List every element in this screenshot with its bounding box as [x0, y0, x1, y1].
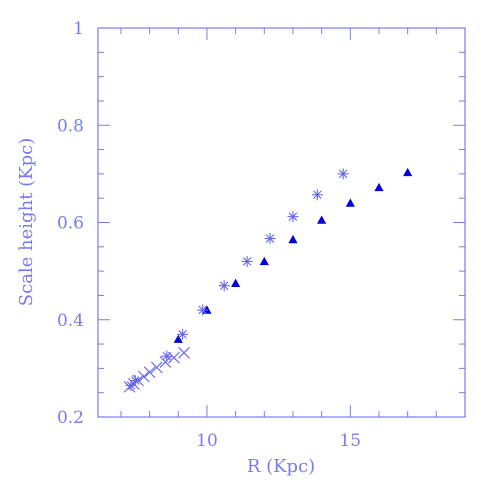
x-tick-label: 10	[196, 431, 218, 451]
plot-frame	[97, 27, 466, 418]
y-tick-label: 1	[73, 19, 84, 39]
triangle-point	[288, 234, 298, 244]
cross-point	[168, 351, 180, 364]
data-points	[123, 167, 413, 393]
axis-ticks	[98, 27, 466, 418]
star-point	[337, 168, 349, 180]
cross-point	[137, 370, 150, 383]
star-point	[264, 233, 276, 245]
cross-point	[178, 346, 190, 359]
cross-point	[132, 374, 145, 387]
star-point	[218, 280, 230, 292]
star-point	[197, 304, 209, 316]
star-point	[311, 189, 323, 201]
star-point	[241, 255, 253, 267]
y-tick-label: 0.4	[57, 311, 84, 331]
x-tick-label: 15	[339, 431, 361, 451]
tick-labels: 10 15 0.2 0.4 0.6 0.8 1	[57, 19, 361, 451]
triangle-point	[374, 182, 384, 192]
star-point	[177, 328, 189, 340]
star-point	[287, 211, 299, 223]
triangle-point	[403, 167, 413, 177]
cross-point	[143, 366, 156, 379]
y-tick-label: 0.2	[57, 408, 84, 428]
y-tick-label: 0.6	[57, 214, 84, 234]
cross-point	[159, 356, 172, 368]
y-axis-label: Scale height (Kpc)	[16, 138, 37, 306]
x-axis-label: R (Kpc)	[247, 456, 315, 477]
triangle-point	[259, 256, 269, 266]
triangle-point	[317, 215, 327, 224]
y-tick-label: 0.8	[57, 116, 84, 136]
triangle-point	[345, 198, 355, 207]
triangle-point	[173, 334, 183, 343]
cross-point	[150, 361, 163, 374]
triangle-point	[231, 278, 241, 287]
